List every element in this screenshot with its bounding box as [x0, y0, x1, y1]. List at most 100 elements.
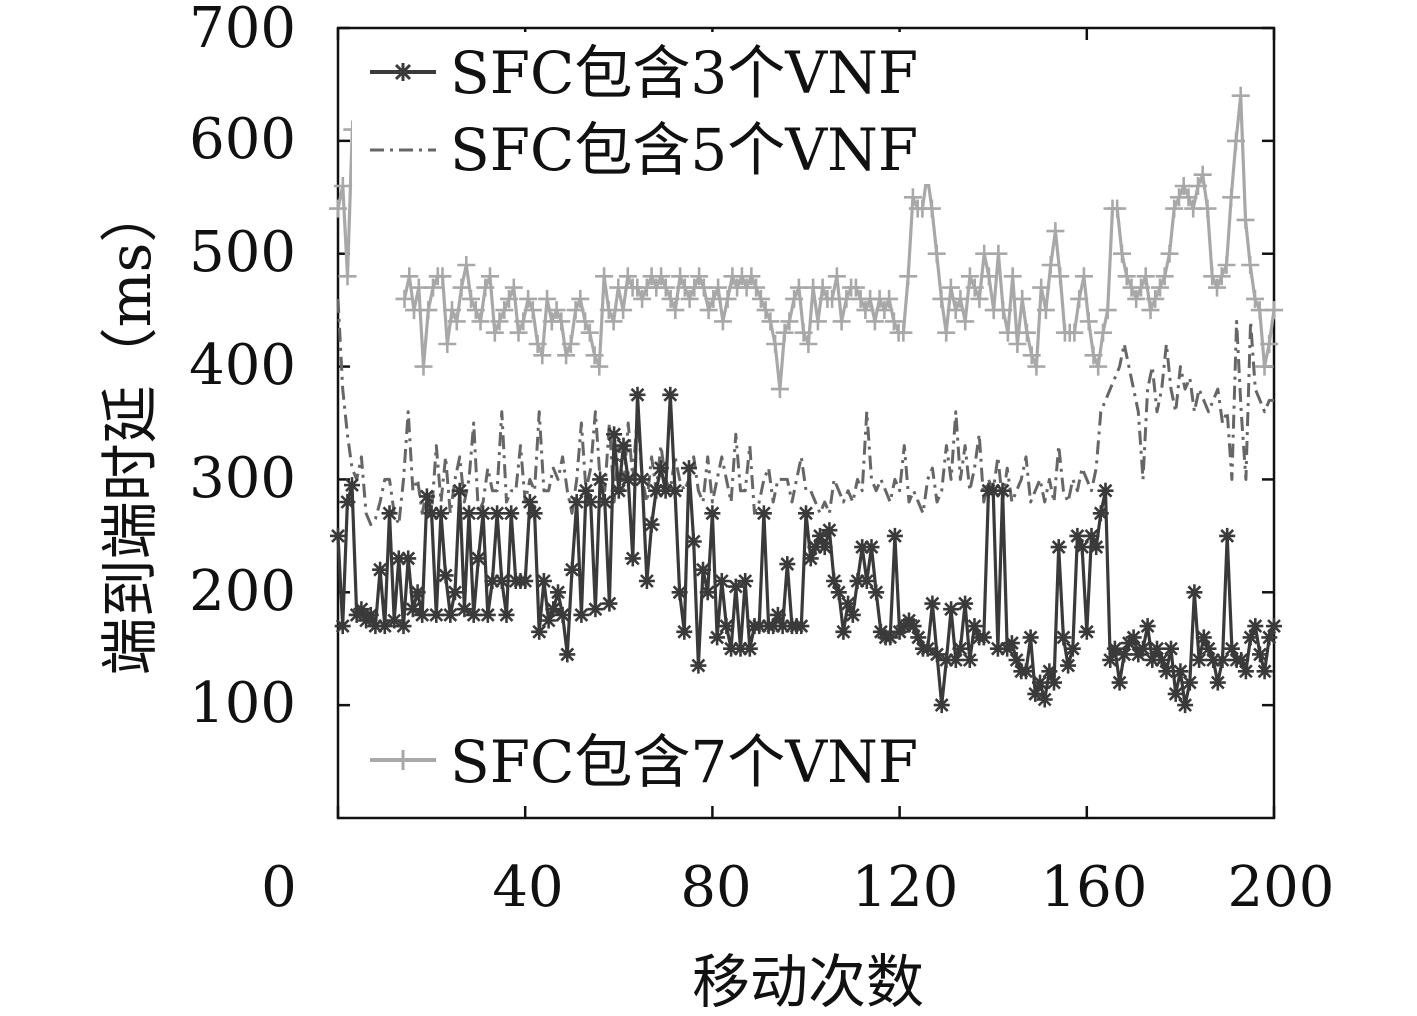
data-point: [766, 335, 785, 353]
data-point: [500, 289, 518, 308]
data-point: [741, 640, 758, 657]
data-point: [400, 550, 417, 567]
data-point: [1111, 674, 1128, 691]
data-point: [633, 289, 652, 308]
data-point: [1172, 663, 1189, 680]
data-point: [922, 199, 941, 218]
data-point: [667, 482, 683, 499]
data-point: [1247, 618, 1264, 635]
data-point: [943, 601, 960, 618]
series-line: [336, 298, 1274, 527]
data-point: [956, 312, 975, 331]
data-point: [566, 301, 585, 320]
data-point: [709, 278, 728, 297]
data-point: [1098, 301, 1117, 320]
data-point: [661, 289, 680, 308]
data-point: [615, 437, 632, 454]
data-point: [490, 312, 509, 331]
data-point: [844, 606, 861, 623]
data-point: [779, 556, 796, 573]
data-point: [946, 301, 965, 320]
data-point: [1260, 335, 1279, 353]
data-point: [471, 312, 490, 331]
data-point: [1181, 674, 1198, 691]
series-2: [329, 86, 1283, 399]
data-point: [1231, 86, 1250, 105]
data-point: [1246, 289, 1264, 308]
data-point: [975, 629, 992, 646]
data-point: [709, 629, 726, 646]
data-point: [690, 267, 709, 286]
data-point: [933, 697, 950, 714]
data-point: [880, 289, 899, 308]
data-point: [1017, 323, 1036, 342]
data-point: [937, 323, 956, 342]
data-point: [742, 267, 761, 286]
data-point: [875, 301, 894, 320]
data-point: [808, 312, 827, 331]
data-point: [1160, 244, 1179, 263]
legend-marker-3vnf: [394, 63, 412, 81]
data-point: [576, 312, 595, 331]
data-point: [1255, 357, 1274, 376]
data-point: [957, 595, 974, 612]
data-point: [1237, 663, 1254, 680]
data-point: [979, 267, 998, 286]
data-point: [761, 312, 780, 331]
data-point: [747, 278, 766, 297]
data-point: [704, 505, 721, 522]
data-point: [1013, 289, 1032, 308]
data-point: [656, 278, 675, 297]
data-point: [1032, 278, 1051, 297]
data-point: [1209, 674, 1226, 691]
legend-label-7vnf: SFC包含7个VNF: [450, 728, 918, 796]
data-point: [965, 278, 984, 297]
y-tick-label-500: 500: [189, 220, 296, 285]
series-line: [336, 129, 354, 278]
data-point: [882, 629, 899, 646]
data-point: [713, 312, 732, 331]
data-point: [582, 494, 599, 510]
y-axis-title: 端到端时延（ms）: [96, 185, 164, 676]
data-point: [685, 533, 702, 550]
data-point: [680, 289, 699, 308]
data-point: [886, 527, 903, 544]
x-tick-label-160: 160: [1041, 855, 1148, 920]
data-point: [1256, 663, 1273, 680]
data-point: [451, 482, 468, 499]
data-point: [409, 584, 426, 601]
data-point: [344, 477, 360, 494]
data-point: [552, 312, 571, 331]
data-point: [868, 584, 885, 601]
data-point: [606, 426, 623, 443]
data-point: [894, 323, 913, 342]
data-point: [590, 357, 609, 376]
data-point: [1003, 267, 1022, 286]
data-point: [1233, 652, 1250, 668]
data-point: [718, 289, 737, 308]
data-point: [994, 301, 1013, 320]
data-point: [470, 550, 487, 567]
data-point: [1193, 165, 1212, 184]
data-point: [466, 301, 485, 320]
data-point: [495, 301, 514, 320]
data-point: [514, 312, 533, 331]
data-point: [592, 471, 609, 488]
data-point: [573, 606, 590, 623]
data-point: [538, 289, 557, 308]
data-point: [1227, 131, 1245, 150]
data-point: [1070, 289, 1089, 308]
data-point: [419, 301, 438, 320]
data-point: [1136, 267, 1155, 286]
data-point: [695, 561, 711, 578]
data-point: [1051, 267, 1070, 286]
data-point: [1241, 256, 1260, 274]
data-point: [447, 312, 466, 331]
data-point: [1167, 685, 1184, 702]
data-point: [751, 289, 770, 308]
data-point: [601, 595, 618, 612]
data-point: [414, 357, 433, 376]
data-point: [618, 267, 637, 286]
data-point: [634, 471, 651, 488]
data-point: [414, 606, 431, 623]
